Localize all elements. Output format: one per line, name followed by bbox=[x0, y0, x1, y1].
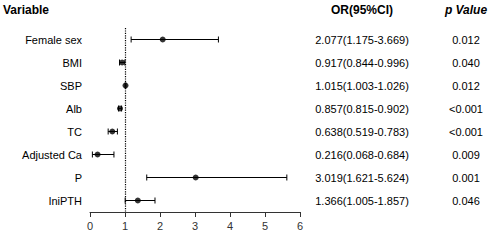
svg-text:3.019(1.621-5.624): 3.019(1.621-5.624) bbox=[315, 172, 409, 184]
svg-text:0.012: 0.012 bbox=[452, 80, 480, 92]
svg-text:0.638(0.519-0.783): 0.638(0.519-0.783) bbox=[315, 126, 409, 138]
svg-text:SBP: SBP bbox=[60, 80, 82, 92]
svg-text:1: 1 bbox=[122, 220, 128, 232]
svg-text:0.046: 0.046 bbox=[452, 195, 480, 207]
svg-text:0.009: 0.009 bbox=[452, 149, 480, 161]
svg-text:1.015(1.003-1.026): 1.015(1.003-1.026) bbox=[315, 80, 409, 92]
svg-text:Variable: Variable bbox=[3, 3, 49, 17]
svg-text:TC: TC bbox=[67, 126, 82, 138]
svg-text:0.857(0.815-0.902): 0.857(0.815-0.902) bbox=[315, 103, 409, 115]
svg-text:2.077(1.175-3.669): 2.077(1.175-3.669) bbox=[315, 34, 409, 46]
svg-text:1.366(1.005-1.857): 1.366(1.005-1.857) bbox=[315, 195, 409, 207]
svg-text:0.001: 0.001 bbox=[452, 172, 480, 184]
svg-text:0.040: 0.040 bbox=[452, 57, 480, 69]
svg-text:p Value: p Value bbox=[444, 3, 488, 17]
svg-text:4: 4 bbox=[227, 220, 233, 232]
svg-text:0: 0 bbox=[87, 220, 93, 232]
svg-text:0.917(0.844-0.996): 0.917(0.844-0.996) bbox=[315, 57, 409, 69]
svg-text:0.012: 0.012 bbox=[452, 34, 480, 46]
svg-text:5: 5 bbox=[262, 220, 268, 232]
svg-text:Alb: Alb bbox=[66, 103, 82, 115]
svg-text:<0.001: <0.001 bbox=[449, 126, 483, 138]
svg-text:<0.001: <0.001 bbox=[449, 103, 483, 115]
svg-text:BMI: BMI bbox=[62, 57, 82, 69]
svg-text:2: 2 bbox=[157, 220, 163, 232]
svg-text:Adjusted Ca: Adjusted Ca bbox=[22, 149, 83, 161]
svg-text:P: P bbox=[75, 172, 82, 184]
svg-text:0.216(0.068-0.684): 0.216(0.068-0.684) bbox=[315, 149, 409, 161]
svg-text:6: 6 bbox=[297, 220, 303, 232]
svg-text:OR(95%CI): OR(95%CI) bbox=[331, 3, 393, 17]
svg-text:3: 3 bbox=[192, 220, 198, 232]
svg-text:IniPTH: IniPTH bbox=[48, 195, 82, 207]
svg-text:Female sex: Female sex bbox=[25, 34, 82, 46]
